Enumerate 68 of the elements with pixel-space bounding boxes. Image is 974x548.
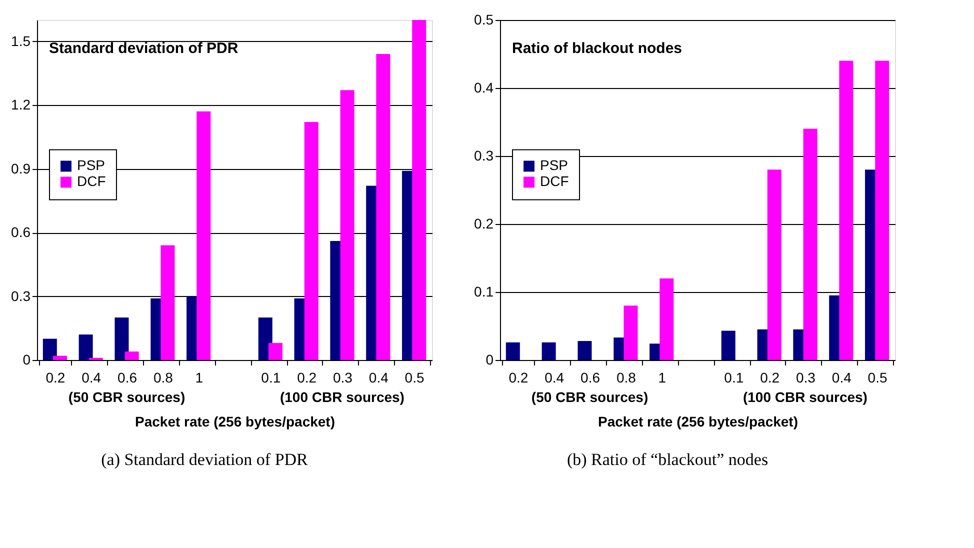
text: (100 CBR sources) — [280, 389, 404, 405]
y-tick-label: 0.3 — [474, 148, 494, 164]
y-tick-label: 1.2 — [11, 96, 31, 112]
y-tick-label: 0 — [486, 352, 494, 368]
x-tick-label: 0.3 — [796, 370, 816, 386]
bar — [506, 342, 520, 360]
legend-label: DCF — [540, 173, 569, 190]
x-tick-label: 0.2 — [508, 370, 528, 386]
y-tick-label: 0.3 — [11, 288, 31, 304]
text: (100 CBR sources) — [742, 389, 868, 405]
legend-label: PSP — [540, 157, 568, 174]
x-tick-label: 0.8 — [153, 370, 174, 386]
bar — [839, 60, 854, 360]
x-tick-label: 0.2 — [297, 370, 317, 386]
legend-label: DCF — [77, 173, 106, 190]
bar — [42, 338, 57, 360]
bar — [721, 330, 736, 360]
text: (b) Ratio of “blackout” nodes — [566, 450, 768, 469]
x-axis-title: Packet rate (256 bytes/packet) — [598, 414, 798, 430]
legend-label: PSP — [77, 157, 106, 174]
x-tick-label: 0.5 — [404, 370, 424, 386]
x-axis-title: Packet rate (256 bytes/packet) — [135, 414, 335, 430]
bar — [268, 343, 282, 360]
text: (50 CBR sources) — [68, 389, 186, 405]
y-tick-label: 0.1 — [474, 284, 494, 300]
bar — [624, 306, 638, 360]
x-tick-label: 0.2 — [46, 370, 66, 386]
x-tick-label: 0.1 — [724, 370, 744, 386]
x-tick-label: 0.4 — [832, 370, 852, 386]
x-tick-label: 1 — [658, 370, 666, 386]
bar — [304, 122, 318, 360]
text: Standard deviation of PDR — [49, 40, 238, 57]
x-tick-label: 0.5 — [868, 370, 888, 386]
y-tick-label: 0.9 — [11, 160, 31, 176]
x-tick-label: 0.6 — [118, 370, 138, 386]
bar — [767, 170, 782, 360]
y-tick-label: 0 — [22, 352, 31, 368]
bar — [124, 352, 139, 360]
x-tick-label: 0.6 — [580, 370, 600, 386]
bar — [196, 111, 211, 360]
y-tick-label: 0.5 — [474, 12, 494, 28]
x-tick-label: 0.8 — [616, 370, 636, 386]
text: (a) Standard deviation of PDR — [101, 450, 309, 469]
bar — [542, 342, 556, 360]
bar — [875, 60, 890, 360]
x-tick-label: 0.4 — [544, 370, 564, 386]
x-tick-label: 0.2 — [760, 370, 780, 386]
y-tick-label: 0.6 — [11, 224, 31, 240]
bar — [412, 20, 426, 360]
bar — [53, 356, 68, 360]
y-tick-label: 0.4 — [474, 80, 494, 96]
bar — [803, 128, 818, 360]
x-tick-label: 0.4 — [368, 370, 389, 386]
bar — [578, 340, 592, 360]
bar — [160, 245, 175, 360]
x-tick-label: 1 — [195, 370, 204, 386]
x-tick-label: 0.1 — [261, 370, 281, 386]
bar — [376, 54, 390, 360]
text: (50 CBR sources) — [531, 389, 648, 405]
text: Ratio of blackout nodes — [512, 40, 682, 57]
x-tick-label: 0.4 — [82, 370, 102, 386]
y-tick-label: 0.2 — [474, 216, 494, 232]
bar — [114, 318, 129, 360]
bar — [78, 334, 93, 360]
bar — [340, 90, 354, 360]
x-tick-label: 0.3 — [332, 370, 353, 386]
bar — [660, 278, 674, 360]
y-tick-label: 1.5 — [11, 32, 31, 49]
